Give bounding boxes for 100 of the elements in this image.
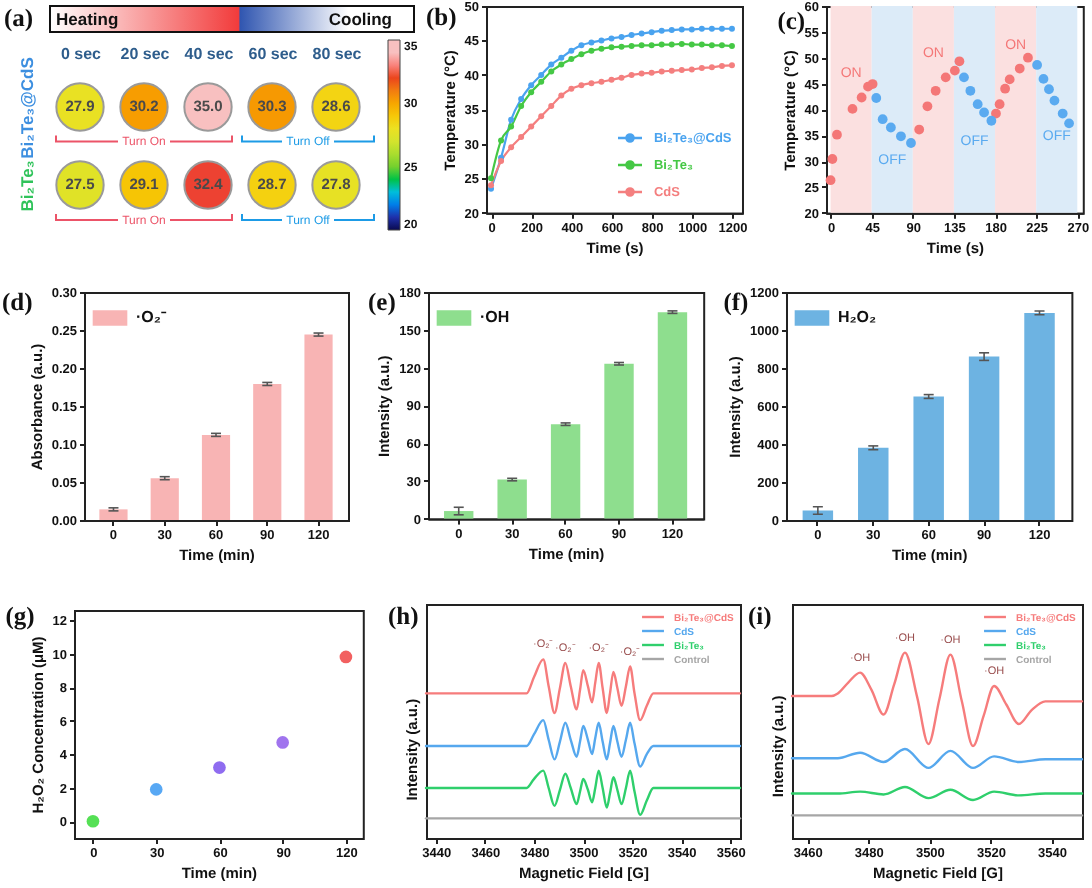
point (896, 132, 907, 142)
chart-title: (f) (723, 288, 749, 317)
point (628, 43, 635, 50)
point (1000, 84, 1011, 95)
chart-title: (c) (777, 8, 806, 37)
point (1015, 64, 1026, 75)
x-tick-label: 80 sec (312, 45, 363, 63)
point (213, 761, 227, 774)
point (698, 42, 705, 49)
point (658, 42, 665, 49)
point (548, 103, 555, 110)
point (995, 99, 1006, 110)
point (914, 125, 925, 136)
point (973, 99, 984, 110)
point (608, 36, 615, 43)
point (648, 29, 655, 36)
chart-title: (g) (5, 602, 36, 631)
chart-title: (h) (388, 602, 419, 630)
point (931, 86, 942, 97)
chart-title: (d) (2, 288, 33, 316)
point (538, 79, 545, 86)
point (886, 123, 897, 133)
point (608, 44, 615, 51)
point (598, 79, 605, 86)
chart-title: (a) (4, 4, 34, 32)
bar (550, 424, 581, 519)
point (598, 38, 605, 45)
point (991, 109, 1002, 120)
point (678, 27, 685, 34)
legend-label: ·OH (480, 308, 510, 326)
point (638, 42, 645, 49)
point (658, 69, 665, 76)
point (548, 69, 555, 76)
point (548, 62, 555, 69)
point (558, 62, 565, 69)
point (518, 96, 525, 103)
bar (253, 383, 282, 520)
point (518, 134, 525, 141)
point (568, 86, 575, 93)
point (528, 89, 535, 96)
point (728, 26, 735, 33)
chart-title: (e) (368, 288, 396, 316)
bar (657, 312, 688, 519)
point (508, 117, 515, 124)
point (628, 72, 635, 79)
point (950, 66, 961, 77)
point (598, 46, 605, 53)
x-tick-label: 40 sec (184, 45, 235, 63)
point (871, 93, 882, 104)
point (688, 27, 695, 34)
point (878, 114, 889, 125)
bar (858, 447, 890, 520)
line-series (488, 41, 735, 182)
point (987, 116, 997, 127)
point (618, 34, 625, 41)
point (638, 71, 645, 78)
point (1005, 75, 1016, 85)
point (648, 70, 655, 77)
point (508, 144, 515, 151)
point (340, 650, 353, 664)
point (588, 80, 595, 87)
point (498, 138, 505, 145)
point (628, 32, 635, 39)
bar (99, 509, 128, 520)
bar (201, 434, 231, 520)
point (708, 42, 715, 49)
x-tick-label: 60 sec (248, 45, 299, 63)
point (1058, 109, 1069, 120)
x-tick-label: 20 sec (120, 45, 171, 63)
point (923, 102, 933, 112)
point (728, 43, 735, 50)
point (528, 124, 535, 131)
point (728, 62, 735, 69)
point (648, 42, 655, 49)
point (668, 68, 675, 75)
text: Cooling (328, 9, 392, 29)
point (668, 27, 675, 34)
point (558, 93, 565, 100)
point (518, 103, 525, 110)
bar (497, 479, 527, 519)
bar (1024, 312, 1056, 520)
point (868, 79, 879, 90)
bar (914, 396, 945, 520)
point (508, 124, 515, 131)
point (588, 40, 595, 47)
point (832, 130, 843, 141)
point (276, 736, 290, 749)
point (588, 48, 595, 55)
point (959, 73, 970, 83)
point (538, 113, 545, 120)
point (658, 28, 665, 35)
point (1050, 96, 1060, 107)
bar (604, 363, 634, 519)
chart-title: (b) (426, 4, 457, 33)
point (668, 42, 675, 49)
bar (969, 356, 1000, 520)
point (979, 108, 990, 119)
point (1023, 53, 1034, 64)
point (708, 26, 715, 33)
bar (150, 478, 179, 520)
